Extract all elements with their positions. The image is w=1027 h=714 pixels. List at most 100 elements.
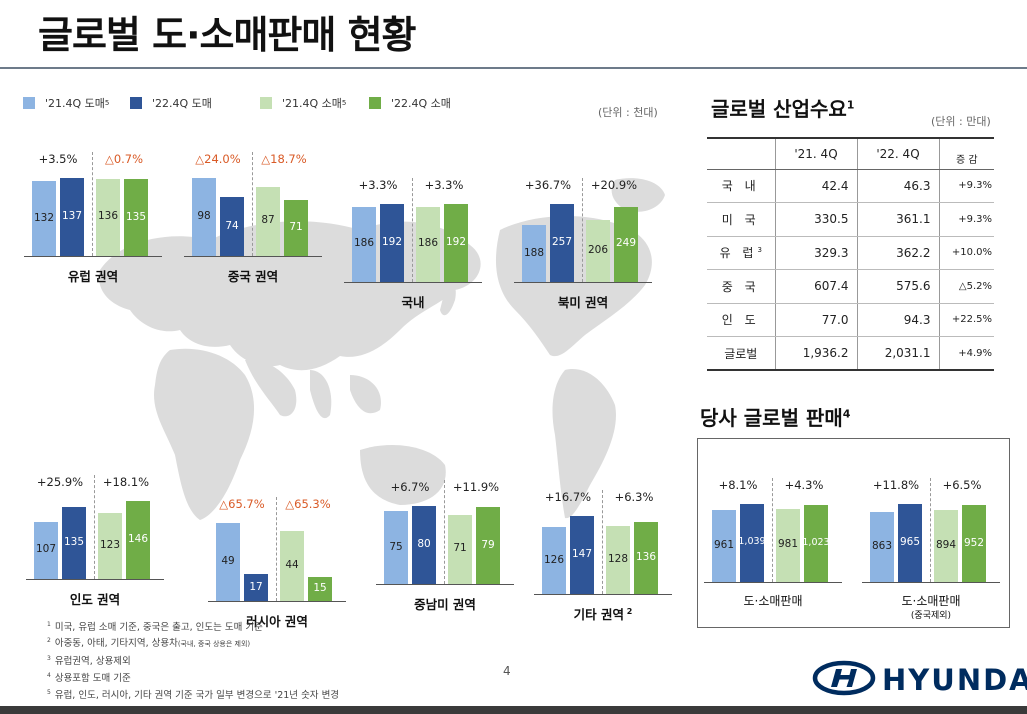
chart-baseline xyxy=(26,579,164,580)
chart-bar xyxy=(934,509,958,582)
change-label: +3.3% xyxy=(358,178,398,192)
cell-21q4: 607.4 xyxy=(775,269,858,304)
bar-value-label: 136 xyxy=(97,210,119,223)
change-label: +3.3% xyxy=(424,178,464,192)
chart-separator xyxy=(252,152,253,256)
bar-value-label: 71 xyxy=(453,542,467,555)
table-row: 인 도 77.0 94.3 +22.5% xyxy=(707,303,994,337)
legend-label: '21.4Q 도매 xyxy=(45,97,105,110)
row-name: 인 도 xyxy=(707,303,776,337)
bar-value-label: 98 xyxy=(197,210,211,223)
change-label: +4.3% xyxy=(784,478,824,492)
chart-separator xyxy=(582,178,583,282)
chart-bar xyxy=(96,178,120,256)
chart-bar xyxy=(308,577,332,601)
industry-unit: (단위 : 만대) xyxy=(931,115,991,128)
bar-value-label: 17 xyxy=(249,580,263,593)
cell-change: +10.0% xyxy=(939,236,994,270)
cell-change: +9.3% xyxy=(939,169,994,203)
bar-value-label: 192 xyxy=(381,236,403,249)
change-label: +36.7% xyxy=(524,178,572,192)
legend-swatch xyxy=(260,97,272,109)
chart-bar xyxy=(476,507,500,584)
chart-bar xyxy=(570,516,594,594)
bar-value-label: 186 xyxy=(417,237,439,250)
change-label: +20.9% xyxy=(590,178,638,192)
bar-value-label: 206 xyxy=(587,243,609,256)
cell-21q4: 77.0 xyxy=(775,303,858,337)
row-name: 국 내 xyxy=(707,169,776,203)
bar-value-label: 192 xyxy=(445,236,467,249)
chart-bar xyxy=(62,507,86,579)
chart-bar xyxy=(60,178,84,256)
bar-value-label: 132 xyxy=(33,211,55,224)
legend-item: '22.4Q 소매 xyxy=(369,95,451,111)
change-label: △0.7% xyxy=(104,152,144,166)
bar-value-label: 188 xyxy=(523,246,545,259)
table-row: 중 국 607.4 575.6 △5.2% xyxy=(707,269,994,304)
bar-value-label: 1,023 xyxy=(802,536,830,548)
bar-value-label: 87 xyxy=(261,214,275,227)
table-row: 글로벌 1,936.2 2,031.1 +4.9% xyxy=(707,336,994,371)
legend-label: '22.4Q 도매 xyxy=(152,97,212,110)
chart-bar xyxy=(740,504,764,582)
chart-separator xyxy=(276,497,277,601)
cell-22q4: 46.3 xyxy=(857,169,940,203)
bar-value-label: 71 xyxy=(289,220,303,233)
bar-value-label: 257 xyxy=(551,236,573,249)
change-label: △65.3% xyxy=(285,497,331,511)
chart-baseline xyxy=(344,282,482,283)
chart-bar xyxy=(220,197,244,256)
company-sales-box xyxy=(697,438,1010,628)
bar-value-label: 135 xyxy=(125,210,147,223)
bar-value-label: 981 xyxy=(777,538,799,551)
legend-item: '21.4Q 도매 5 xyxy=(23,95,109,111)
chart-russia: △65.7% △65.3% 49 17 44 15 러시아 권역 xyxy=(208,497,346,629)
chart-title: 중남미 권역 xyxy=(414,597,476,612)
bar-value-label: 107 xyxy=(35,543,57,556)
chart-bar xyxy=(380,204,404,282)
bar-value-label: 1,039 xyxy=(738,536,766,548)
row-name: 글로벌 xyxy=(707,336,776,371)
chart-latin-america: +6.7% +11.9% 75 80 71 79 중남미 권역 xyxy=(376,480,514,612)
cell-21q4: 1,936.2 xyxy=(775,336,858,371)
chart-title: 유럽 권역 xyxy=(67,269,119,284)
bar-value-label: 75 xyxy=(389,540,403,553)
chart-bar xyxy=(126,501,150,579)
chart-china: △24.0% △18.7% 98 74 87 71 중국 권역 xyxy=(184,152,322,284)
page-title: 글로벌 도·소매판매 현황 xyxy=(38,13,416,57)
chart-bar xyxy=(870,512,894,582)
change-label: +11.9% xyxy=(452,480,500,494)
chart-title: 도·소매판매 xyxy=(901,594,961,608)
chart-bar xyxy=(352,206,376,282)
chart-bar xyxy=(522,225,546,282)
chart-bar xyxy=(98,513,122,579)
chart-bar xyxy=(550,204,574,282)
chart-baseline xyxy=(24,256,162,257)
bar-value-label: 147 xyxy=(571,548,593,561)
row-name: 중 국 xyxy=(707,269,776,304)
chart-bar xyxy=(634,522,658,594)
chart-north-america: +36.7% +20.9% 188 257 206 249 북미 권역 xyxy=(514,178,652,310)
chart-baseline xyxy=(862,582,1000,583)
cell-21q4: 330.5 xyxy=(775,202,858,237)
chart-domestic: +3.3% +3.3% 186 192 186 192 국내 xyxy=(344,178,482,310)
chart-separator xyxy=(94,475,95,579)
footnote: 5 유럽, 인도, 러시아, 기타 권역 기준 국가 일부 변경으로 '21년 숫… xyxy=(47,688,340,701)
chart-bar xyxy=(804,505,828,582)
table-header xyxy=(707,137,776,170)
bar-value-label: 15 xyxy=(313,582,327,595)
chart-europe: +3.5% △0.7% 132 137 136 135 유럽 권역 xyxy=(24,152,162,284)
bar-value-label: 79 xyxy=(481,538,495,551)
table-header: 증 감 xyxy=(939,137,994,170)
change-label: +6.3% xyxy=(614,490,654,504)
bar-value-label: 135 xyxy=(63,536,85,549)
unit-label: (단위 : 천대) xyxy=(598,106,658,119)
chart-separator xyxy=(444,480,445,584)
chart-baseline xyxy=(184,256,322,257)
cell-change: △5.2% xyxy=(939,269,994,304)
legend-item: '21.4Q 소매 5 xyxy=(260,95,346,111)
legend-label: '21.4Q 소매 xyxy=(282,97,342,110)
chart-india: +25.9% +18.1% 107 135 123 146 인도 권역 xyxy=(26,475,164,607)
change-label: +11.8% xyxy=(872,478,920,492)
